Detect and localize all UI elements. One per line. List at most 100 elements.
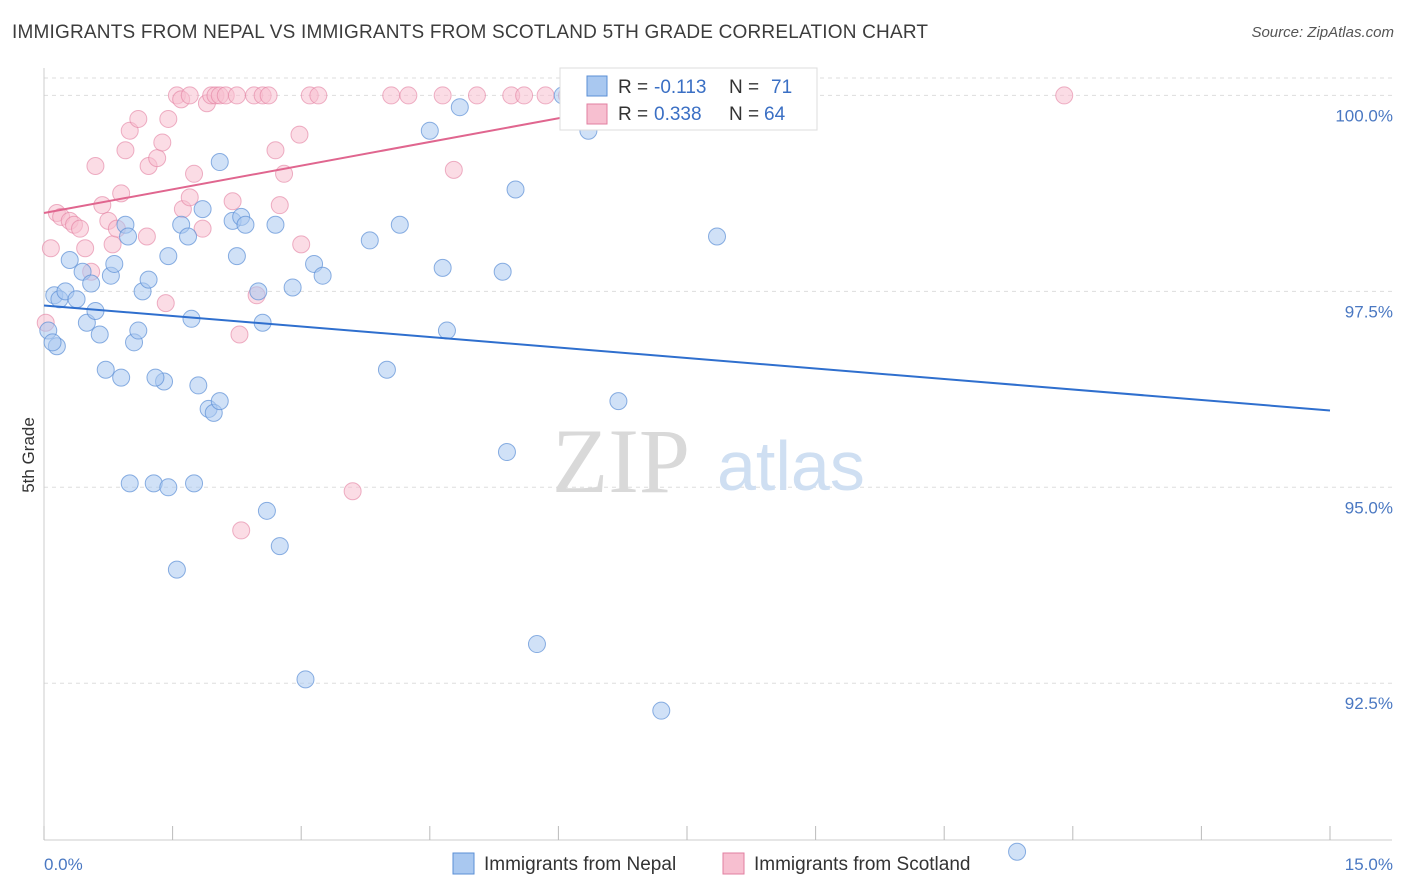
scotland-point (227, 86, 246, 105)
nepal-point (112, 368, 131, 387)
scotland-trendline (43, 98, 662, 214)
scotland-point (116, 141, 135, 160)
nepal-point (390, 215, 409, 234)
scotland-point (93, 196, 112, 215)
nepal-point (266, 215, 285, 234)
series-nepal (39, 86, 1027, 861)
nepal-point (60, 251, 79, 270)
nepal-point (139, 270, 158, 289)
legend-nepal-r-label: R = (618, 77, 648, 98)
nepal-point (609, 392, 628, 411)
nepal-point (129, 321, 148, 340)
scotland-point (71, 219, 90, 238)
nepal-point (120, 474, 139, 493)
scotland-point (103, 235, 122, 254)
nepal-point (360, 231, 379, 250)
scotland-point (444, 160, 463, 179)
nepal-point (119, 227, 138, 246)
scotland-point (399, 86, 418, 105)
chart-title: IMMIGRANTS FROM NEPAL VS IMMIGRANTS FROM… (12, 22, 929, 43)
legend-stats: R = -0.113 N = 71 R = 0.338 N = 64 (559, 67, 818, 131)
nepal-point (1008, 842, 1027, 861)
nepal-point (167, 560, 186, 579)
y-tick-label: 95.0% (1345, 498, 1393, 517)
nepal-point (652, 701, 671, 720)
x-tick-label-min: 0.0% (44, 855, 83, 874)
nepal-point (377, 360, 396, 379)
scotland-point (153, 133, 172, 152)
nepal-point (210, 392, 229, 411)
nepal-point (450, 98, 469, 117)
nepal-point (193, 200, 212, 219)
nepal-point (236, 215, 255, 234)
scotland-point (156, 294, 175, 313)
nepal-point (159, 478, 178, 497)
scotland-point (86, 156, 105, 175)
legend-nepal-swatch (586, 75, 608, 97)
gridlines (44, 77, 1392, 684)
scotland-point (343, 482, 362, 501)
legend-scotland-n-label: N = (729, 104, 759, 125)
nepal-point (270, 537, 289, 556)
scotland-point (148, 149, 167, 168)
trendlines (43, 98, 1331, 412)
axes: 92.5% 95.0% 97.5% 100.0% 0.0% 15.0% 5th Grade (19, 68, 1393, 874)
nepal-point (313, 266, 332, 285)
source-credit: Source: ZipAtlas.com (1251, 24, 1394, 41)
scotland-point (180, 86, 199, 105)
legend-scotland-label: Immigrants from Scotland (754, 854, 970, 875)
nepal-point (67, 290, 86, 309)
legend-series: Immigrants from Nepal Immigrants from Sc… (452, 852, 970, 875)
y-tick-label: 92.5% (1345, 694, 1393, 713)
scotland-point (193, 219, 212, 238)
legend-nepal-marker (452, 852, 475, 875)
scotland-point (185, 164, 204, 183)
nepal-point (437, 321, 456, 340)
nepal-point (497, 443, 516, 462)
scotland-point (515, 86, 534, 105)
nepal-point (249, 282, 268, 301)
legend-scotland-marker (722, 852, 745, 875)
scotland-point (536, 86, 555, 105)
nepal-point (43, 333, 62, 352)
legend-scotland-swatch (586, 103, 608, 125)
scotland-point (159, 109, 178, 128)
nepal-point (189, 376, 208, 395)
scotland-point (259, 86, 278, 105)
y-tick-label: 97.5% (1345, 302, 1393, 321)
nepal-trendline (43, 304, 1331, 412)
scotland-point (41, 239, 60, 258)
scotland-point (309, 86, 328, 105)
scotland-point (467, 86, 486, 105)
y-tick-label: 100.0% (1335, 106, 1393, 125)
nepal-point (708, 227, 727, 246)
scotland-point (230, 325, 249, 344)
watermark: ZIP atlas (552, 410, 865, 512)
legend-nepal-r-value: -0.113 (654, 77, 706, 98)
scotland-point (290, 125, 309, 144)
nepal-point (96, 360, 115, 379)
watermark-atlas: atlas (717, 427, 865, 505)
scotland-point (1055, 86, 1074, 105)
legend-scotland-n-value: 64 (764, 104, 786, 125)
scotland-point (266, 141, 285, 160)
nepal-point (227, 247, 246, 266)
scotland-point (129, 109, 148, 128)
nepal-point (210, 153, 229, 172)
legend-scotland-r-value: 0.338 (654, 104, 702, 125)
nepal-point (90, 325, 109, 344)
scotland-point (223, 192, 242, 211)
legend-nepal-n-label: N = (729, 77, 759, 98)
scotland-point (232, 521, 251, 540)
y-axis-title: 5th Grade (19, 417, 38, 493)
legend-scotland-r-label: R = (618, 104, 648, 125)
scotland-point (180, 188, 199, 207)
nepal-point (179, 227, 198, 246)
nepal-point (105, 254, 124, 273)
scotland-point (137, 227, 156, 246)
watermark-zip: ZIP (552, 410, 690, 512)
nepal-point (420, 121, 439, 140)
scotland-point (292, 235, 311, 254)
nepal-point (146, 368, 165, 387)
